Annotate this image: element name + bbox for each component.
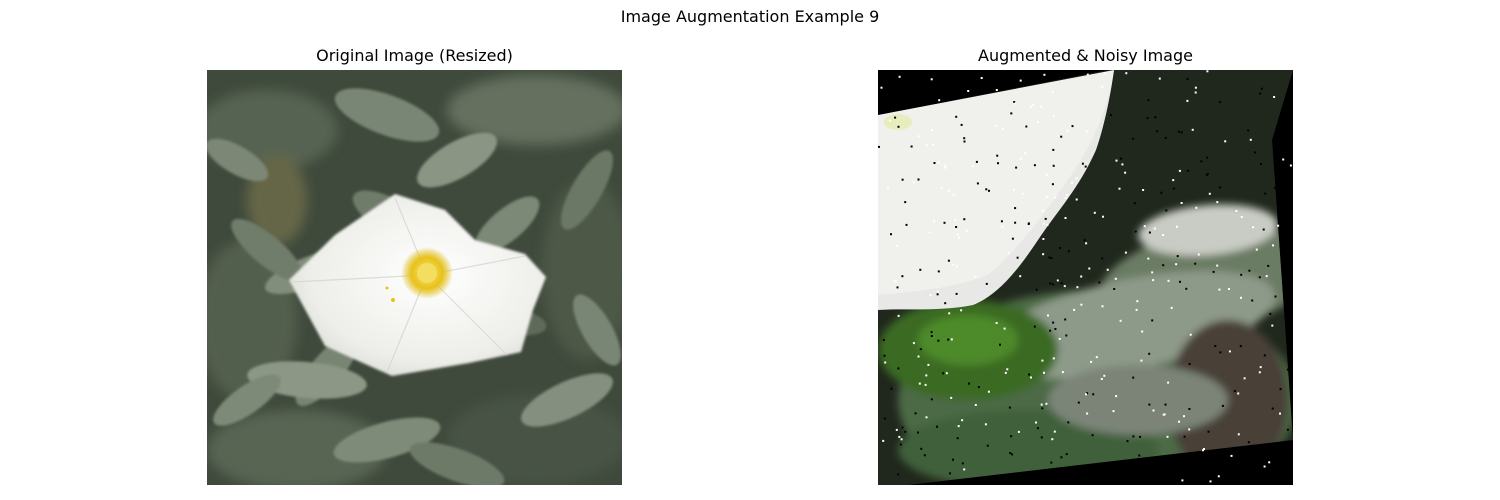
original-image-title: Original Image (Resized) <box>316 46 513 65</box>
figure-title: Image Augmentation Example 9 <box>620 7 880 26</box>
augmented-flower-photo <box>878 70 1293 485</box>
original-flower-photo <box>207 70 622 485</box>
original-image <box>207 70 622 485</box>
augmented-image-title: Augmented & Noisy Image <box>978 46 1193 65</box>
noise-pixels <box>878 70 1292 483</box>
augmented-image <box>878 70 1293 485</box>
